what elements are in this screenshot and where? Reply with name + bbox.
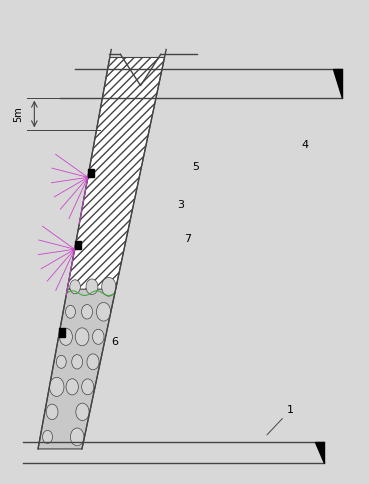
Polygon shape xyxy=(314,442,324,463)
Circle shape xyxy=(66,379,78,395)
Polygon shape xyxy=(333,69,342,98)
Circle shape xyxy=(42,430,52,443)
Bar xyxy=(75,241,81,249)
Bar xyxy=(88,168,94,177)
Polygon shape xyxy=(38,281,117,449)
Circle shape xyxy=(49,378,64,396)
Circle shape xyxy=(82,304,93,319)
Circle shape xyxy=(75,328,89,346)
Text: 5: 5 xyxy=(192,162,199,172)
Circle shape xyxy=(70,280,80,294)
Circle shape xyxy=(93,329,104,344)
Text: 1: 1 xyxy=(267,405,294,435)
Circle shape xyxy=(66,305,75,318)
Circle shape xyxy=(96,302,111,321)
Polygon shape xyxy=(67,58,165,289)
Circle shape xyxy=(70,428,84,446)
Circle shape xyxy=(76,403,89,421)
Circle shape xyxy=(82,379,94,395)
Circle shape xyxy=(56,355,66,368)
Circle shape xyxy=(59,328,72,346)
Text: 6: 6 xyxy=(111,337,118,348)
Circle shape xyxy=(86,279,98,295)
Circle shape xyxy=(87,354,99,370)
Circle shape xyxy=(46,404,58,420)
Text: 3: 3 xyxy=(177,200,184,211)
Text: 7: 7 xyxy=(184,234,192,244)
Text: 4: 4 xyxy=(302,140,309,150)
Text: 5m: 5m xyxy=(13,106,23,122)
Circle shape xyxy=(102,277,116,296)
Circle shape xyxy=(72,355,83,369)
Bar xyxy=(59,329,65,337)
